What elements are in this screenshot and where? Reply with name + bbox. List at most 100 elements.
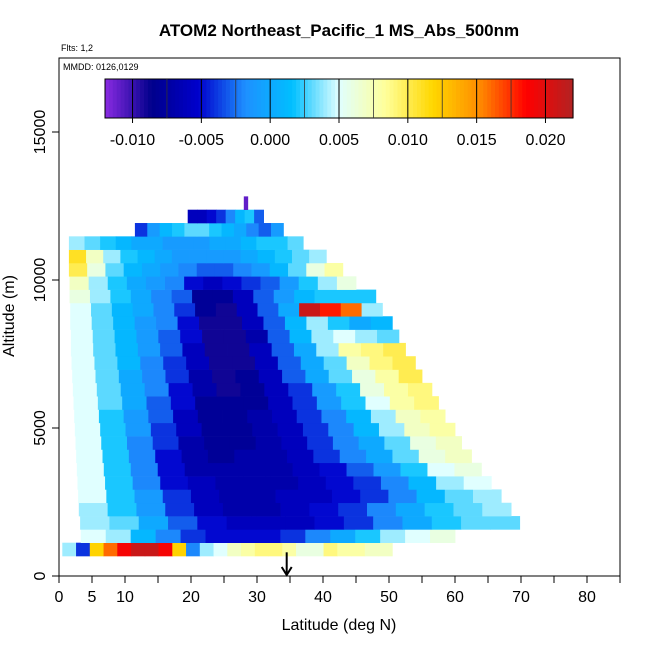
heatmap-cell (367, 502, 397, 517)
heatmap-cell (72, 382, 98, 397)
heatmap-cell (142, 369, 166, 384)
heatmap-cell (293, 342, 317, 357)
heatmap-cell (69, 289, 91, 304)
colorbar-swatch (366, 79, 371, 118)
y-tick-label: 5000 (32, 410, 49, 446)
colorbar-swatch (370, 79, 375, 118)
heatmap-cell (255, 436, 282, 450)
heatmap-cell (281, 436, 308, 450)
colorbar-swatch (358, 79, 363, 118)
heatmap-cell (288, 382, 313, 397)
heatmap-cell (87, 262, 106, 277)
heatmap-cell (278, 302, 300, 317)
heatmap-cell (109, 516, 140, 530)
heatmap-cell (168, 382, 193, 397)
colorbar-swatch (253, 79, 258, 118)
heatmap-cell (410, 436, 437, 450)
heatmap-cell (243, 396, 269, 410)
heatmap-cell (287, 236, 304, 250)
heatmap-cell (404, 422, 431, 437)
heatmap-cell (257, 302, 279, 317)
heatmap-cell (247, 489, 276, 504)
colorbar-swatch (487, 79, 492, 118)
colorbar-swatch (241, 79, 246, 118)
colorbar-tick-label: -0.005 (179, 132, 224, 149)
heatmap-cell (176, 422, 202, 437)
heatmap-cell (346, 462, 374, 477)
heatmap-cell (351, 542, 366, 557)
heatmap-cell (78, 489, 107, 504)
heatmap-cell (408, 476, 437, 490)
heatmap-cell (339, 449, 367, 464)
colorbar-swatch (323, 79, 328, 118)
colorbar-swatch (272, 79, 278, 118)
heatmap-cell (383, 342, 406, 357)
heatmap-cell (277, 356, 302, 370)
heatmap-cell (296, 409, 322, 424)
heatmap-cell (162, 489, 192, 504)
colorbar-swatch (479, 79, 484, 118)
heatmap-cell (102, 449, 130, 464)
heatmap-cell (96, 382, 122, 397)
colorbar-swatch (112, 79, 118, 118)
heatmap-cell (260, 449, 288, 464)
heatmap-cell (353, 476, 382, 490)
heatmap-cell (418, 449, 446, 464)
heatmap-cell (170, 396, 196, 410)
colorbar-swatch (534, 79, 539, 118)
heatmap-cell (132, 476, 161, 490)
heatmap-cell (222, 409, 248, 424)
heatmap-cell (184, 223, 198, 237)
heatmap-cell (312, 382, 337, 397)
heatmap-cell (241, 316, 264, 330)
heatmap-cell (255, 516, 286, 530)
heatmap-cell (70, 316, 93, 330)
heatmap-cell (395, 502, 426, 517)
heatmap-cell (197, 209, 208, 224)
heatmap-cell (110, 289, 132, 304)
dates-label: MMDD: 0126,0129 (63, 62, 139, 72)
heatmap-cell (298, 476, 327, 490)
colorbar-swatch (237, 79, 243, 118)
heatmap-cell (364, 542, 379, 557)
heatmap-cell (144, 542, 159, 557)
heatmap-cell (316, 342, 339, 357)
colorbar-tick-label: 0.015 (457, 132, 497, 149)
heatmap-cell (235, 209, 246, 224)
heatmap-cell (162, 236, 179, 250)
heatmap-cell (160, 342, 183, 357)
colorbar-swatch (393, 79, 399, 118)
colorbar-swatch (381, 79, 387, 118)
x-tick-label: 20 (182, 589, 200, 606)
heatmap-cell (70, 329, 94, 344)
heatmap-cell (91, 316, 114, 330)
heatmap-cell (225, 209, 236, 224)
colorbar-swatch (261, 79, 266, 118)
colorbar-swatch (385, 79, 391, 118)
colorbar-swatch (518, 79, 523, 118)
heatmap-cell (384, 382, 409, 397)
heatmap-cell (334, 289, 356, 304)
heatmap-cell (212, 369, 236, 384)
colorbar-swatch (420, 79, 426, 118)
heatmap-cell (355, 529, 381, 543)
heatmap-cell (199, 542, 214, 557)
heatmap-cell (280, 502, 310, 517)
heatmap-cell (309, 542, 324, 557)
heatmap-cell (338, 342, 362, 357)
colorbar-swatch (510, 79, 516, 118)
heatmap-cell (245, 329, 269, 344)
heatmap-cell (204, 436, 231, 450)
colorbar-swatch (190, 79, 196, 118)
colorbar-swatch (183, 79, 188, 118)
heatmap-cell (136, 329, 159, 344)
colorbar-swatch (448, 79, 453, 118)
colorbar-swatch (331, 79, 336, 118)
x-tick-label: 80 (578, 589, 596, 606)
heatmap-cell (392, 356, 416, 370)
heatmap-cell (209, 356, 233, 370)
heatmap-cell (294, 289, 315, 304)
colorbar-swatch (120, 79, 126, 118)
heatmap-cell (117, 542, 132, 557)
colorbar-swatch (300, 79, 305, 118)
